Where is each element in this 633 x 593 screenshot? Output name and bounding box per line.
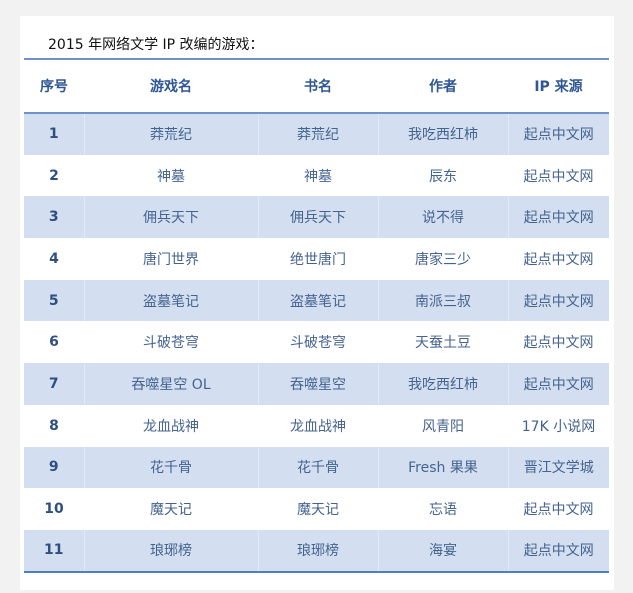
cell-col-author: Fresh 果果 <box>377 446 508 489</box>
cell-col-book-name: 莽荒纪 <box>257 113 378 155</box>
cell-col-index: 11 <box>44 542 64 559</box>
cell-col-author: 忘语 <box>429 502 457 519</box>
cell-col-author: 天蚕土豆 <box>415 335 471 352</box>
table-title: 2015 年网络文学 IP 改编的游戏： <box>48 37 264 53</box>
document-card: 2015 年网络文学 IP 改编的游戏： 序号 游戏名 书名 作者 IP 来源 1 莽荒纪… <box>20 16 614 590</box>
cell-col-ip-source: 起点中文网 <box>523 251 594 268</box>
cell-col-game-name: 斗破苍穹 <box>143 335 199 352</box>
cell-col-index: 8 <box>49 417 59 434</box>
cell-col-game-name: 花千骨 <box>83 446 258 489</box>
cell-col-index: 5 <box>48 292 59 309</box>
cell-col-index: 7 <box>48 375 59 392</box>
header-col-game-name: 游戏名 <box>150 79 192 95</box>
table-row: 1 莽荒纪 莽荒纪 我吃西红柿 起点中文网 <box>24 113 609 155</box>
header-row: 序号 游戏名 书名 作者 IP 来源 <box>24 59 609 113</box>
cell-col-index: 2 <box>49 167 59 184</box>
header-col-index: 序号 <box>40 79 68 95</box>
games-table: 序号 游戏名 书名 作者 IP 来源 1 莽荒纪 莽荒纪 我吃西红柿 起点中文网 2 神墓 神墓 辰东起… <box>24 58 609 573</box>
cell-col-index: 6 <box>49 334 59 351</box>
cell-col-book-name: 花千骨 <box>257 446 378 489</box>
table-row: 9 花千骨 花千骨 Fresh 果果 晋江文学城 <box>24 446 609 489</box>
cell-col-game-name: 佣兵天下 <box>83 196 258 239</box>
cell-col-index: 9 <box>48 459 59 476</box>
cell-col-game-name: 唐门世界 <box>143 251 199 268</box>
header-col-ip-source: IP 来源 <box>534 79 583 95</box>
cell-col-book-name: 佣兵天下 <box>257 196 378 239</box>
cell-col-ip-source: 起点中文网 <box>507 279 609 322</box>
cell-col-ip-source: 起点中文网 <box>507 529 609 572</box>
cell-col-author: 我吃西红柿 <box>377 363 508 405</box>
cell-col-game-name: 神墓 <box>157 168 185 185</box>
table-row: 3 佣兵天下 佣兵天下 说不得 起点中文网 <box>24 196 609 239</box>
table-row: 2 神墓 神墓 辰东 起点中文网 <box>24 155 609 197</box>
cell-col-ip-source: 起点中文网 <box>523 502 594 519</box>
table-row: 8 龙血战神 龙血战神 风青阳 17K 小说网 <box>24 405 609 447</box>
cell-col-game-name: 吞噬星空 OL <box>83 363 258 405</box>
cell-col-book-name: 魔天记 <box>297 502 339 519</box>
cell-col-game-name: 龙血战神 <box>143 418 199 435</box>
cell-col-book-name: 龙血战神 <box>290 418 346 435</box>
table-row: 11 琅琊榜 琅琊榜 海宴 起点中文网 <box>24 529 609 572</box>
cell-col-author: 南派三叔 <box>377 279 508 322</box>
cell-col-ip-source: 起点中文网 <box>507 196 609 239</box>
cell-col-book-name: 琅琊榜 <box>257 529 378 572</box>
header-col-author: 作者 <box>429 79 457 95</box>
cell-col-index: 4 <box>49 250 59 267</box>
cell-col-ip-source: 起点中文网 <box>507 363 609 405</box>
cell-col-ip-source: 起点中文网 <box>523 168 594 185</box>
cell-col-ip-source: 起点中文网 <box>507 113 609 155</box>
cell-col-game-name: 魔天记 <box>150 502 192 519</box>
table-row: 4 唐门世界 绝世唐门 唐家三少 起点中文网 <box>24 238 609 280</box>
cell-col-game-name: 莽荒纪 <box>83 113 258 155</box>
cell-col-book-name: 神墓 <box>304 168 332 185</box>
cell-col-author: 唐家三少 <box>415 251 471 268</box>
cell-col-author: 我吃西红柿 <box>377 113 508 155</box>
table-row: 5 盗墓笔记 盗墓笔记 南派三叔 起点中文网 <box>24 279 609 322</box>
cell-col-ip-source: 17K 小说网 <box>521 418 596 435</box>
cell-col-author: 辰东 <box>429 168 457 185</box>
cell-col-game-name: 盗墓笔记 <box>83 279 258 322</box>
cell-col-author: 说不得 <box>377 196 508 239</box>
cell-col-author: 海宴 <box>377 529 508 572</box>
cell-col-ip-source: 晋江文学城 <box>507 446 609 489</box>
cell-col-index: 3 <box>48 209 59 226</box>
cell-col-book-name: 盗墓笔记 <box>257 279 378 322</box>
cell-col-index: 10 <box>44 501 64 518</box>
cell-col-index: 1 <box>48 126 59 143</box>
cell-col-book-name: 吞噬星空 <box>257 363 378 405</box>
cell-col-book-name: 斗破苍穹 <box>290 335 346 352</box>
cell-col-ip-source: 起点中文网 <box>523 335 594 352</box>
table-row: 10 魔天记 魔天记 忘语 起点中文网 <box>24 488 609 530</box>
cell-col-game-name: 琅琊榜 <box>83 529 258 572</box>
table-row: 6 斗破苍穹 斗破苍穹 天蚕土豆 起点中文网 <box>24 321 609 363</box>
header-col-book-name: 书名 <box>304 79 332 95</box>
cell-col-author: 风青阳 <box>422 418 464 435</box>
table-row: 7 吞噬星空 OL 吞噬星空 我吃西红柿 起点中文网 <box>24 363 609 405</box>
cell-col-book-name: 绝世唐门 <box>290 251 346 268</box>
